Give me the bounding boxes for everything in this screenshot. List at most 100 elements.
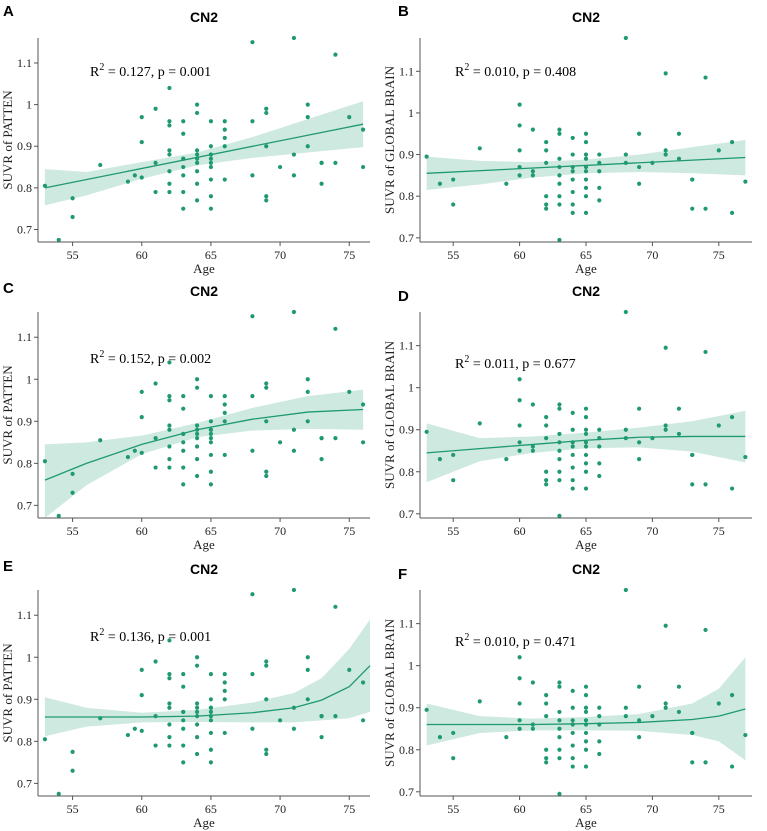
x-tick-label-e-4: 75 (343, 802, 355, 816)
panel-c: C CN2 55 60 65 70 75 0.7 0.8 0.9 1 1.1 Age SUVR of PA… (0, 280, 370, 552)
data-point-c-46 (208, 393, 214, 399)
x-tick-label-a-2: 65 (205, 248, 217, 262)
data-point-a-28 (181, 189, 186, 195)
data-point-a-6 (132, 173, 137, 178)
data-point-b-10 (517, 148, 522, 153)
data-point-c-44 (208, 482, 214, 487)
data-point-b-44 (583, 185, 589, 190)
x-tick-label-f-0: 55 (447, 802, 459, 816)
data-point-a-18 (167, 119, 172, 124)
panel-title-a: CN2 (190, 9, 218, 25)
data-point-f-31 (570, 718, 575, 723)
y-tick-label-d-4: 1.1 (399, 339, 414, 353)
data-point-e-15 (167, 705, 172, 710)
data-point-f-28 (557, 726, 562, 731)
data-point-d-41 (583, 440, 589, 445)
data-point-b-43 (583, 177, 589, 182)
data-point-d-48 (597, 436, 602, 441)
data-point-f-23 (557, 709, 562, 715)
data-point-e-56 (264, 747, 269, 752)
x-tick-label-f-4: 75 (713, 802, 725, 816)
data-point-c-8 (139, 415, 144, 420)
data-point-b-39 (583, 152, 589, 157)
x-tick-label-c-2: 65 (205, 524, 217, 538)
data-point-a-72 (333, 160, 338, 165)
data-point-e-75 (360, 680, 366, 685)
data-point-b-33 (570, 189, 575, 195)
data-point-c-58 (264, 381, 269, 386)
panel-letter-e: E (3, 558, 13, 575)
data-point-b-51 (597, 198, 602, 203)
data-point-b-50 (597, 185, 602, 190)
data-point-c-14 (167, 444, 172, 449)
data-point-e-37 (194, 705, 200, 710)
data-point-a-37 (194, 152, 200, 157)
data-point-e-20 (167, 743, 172, 748)
data-point-e-73 (347, 667, 352, 672)
data-point-e-69 (319, 714, 324, 719)
x-tick-label-f-2: 65 (580, 802, 592, 816)
data-point-f-57 (637, 735, 642, 740)
x-tick-label-d-2: 65 (580, 524, 592, 538)
data-point-e-50 (222, 671, 227, 677)
data-point-e-44 (208, 760, 214, 765)
data-point-e-62 (291, 587, 297, 593)
data-point-b-52 (623, 35, 628, 41)
data-point-c-17 (167, 398, 172, 403)
x-tick-label-a-0: 55 (67, 248, 79, 262)
y-tick-label-a-2: 0.9 (17, 139, 32, 153)
panel-letter-b: B (398, 3, 409, 20)
data-point-b-54 (623, 160, 628, 165)
data-point-a-22 (181, 164, 186, 170)
y-label-e: SUVR of PATTEN (0, 643, 15, 743)
data-point-c-4 (98, 438, 103, 443)
data-point-c-52 (222, 452, 227, 458)
data-point-a-62 (291, 35, 297, 41)
data-point-d-37 (583, 406, 589, 411)
data-point-e-2 (70, 749, 75, 754)
data-point-a-16 (167, 148, 172, 153)
data-point-a-1 (56, 237, 61, 243)
data-point-c-15 (167, 427, 172, 432)
x-tick-label-f-1: 60 (514, 802, 526, 816)
data-point-f-38 (583, 693, 589, 698)
data-point-e-28 (181, 743, 186, 748)
data-point-b-69 (716, 148, 721, 153)
y-tick-label-d-1: 0.8 (399, 465, 414, 479)
data-point-e-34 (194, 663, 200, 668)
data-point-d-35 (570, 478, 575, 483)
data-point-b-5 (504, 181, 509, 186)
x-tick-label-b-3: 70 (646, 248, 658, 262)
y-tick-label-f-3: 1 (408, 659, 414, 673)
data-point-e-52 (222, 730, 227, 736)
fit-line-a (44, 123, 364, 189)
data-point-f-13 (530, 726, 535, 731)
data-point-e-35 (194, 735, 200, 740)
data-point-a-20 (167, 189, 172, 195)
data-point-f-67 (703, 627, 708, 633)
data-point-f-46 (583, 764, 589, 769)
data-point-b-34 (570, 210, 575, 215)
data-point-c-25 (181, 482, 186, 487)
data-point-f-60 (663, 701, 668, 706)
data-point-d-25 (557, 469, 562, 474)
data-point-d-65 (690, 452, 695, 458)
y-tick-label-a-4: 1.1 (17, 56, 32, 70)
x-label-f: Age (575, 815, 597, 830)
data-point-c-50 (222, 393, 227, 399)
data-point-c-63 (291, 448, 297, 453)
panel-title-f: CN2 (572, 561, 600, 577)
data-point-e-53 (250, 592, 255, 597)
data-point-a-14 (167, 169, 172, 174)
data-point-c-75 (360, 402, 366, 407)
data-point-b-35 (570, 202, 575, 207)
data-point-b-60 (663, 148, 668, 153)
data-point-d-14 (544, 415, 549, 420)
data-point-a-61 (277, 164, 283, 170)
y-tick-label-e-4: 1.1 (17, 608, 32, 622)
data-point-a-43 (208, 152, 214, 157)
data-point-c-28 (181, 465, 186, 470)
data-point-a-53 (250, 40, 255, 45)
data-point-d-18 (544, 478, 549, 483)
data-point-d-13 (530, 448, 535, 453)
